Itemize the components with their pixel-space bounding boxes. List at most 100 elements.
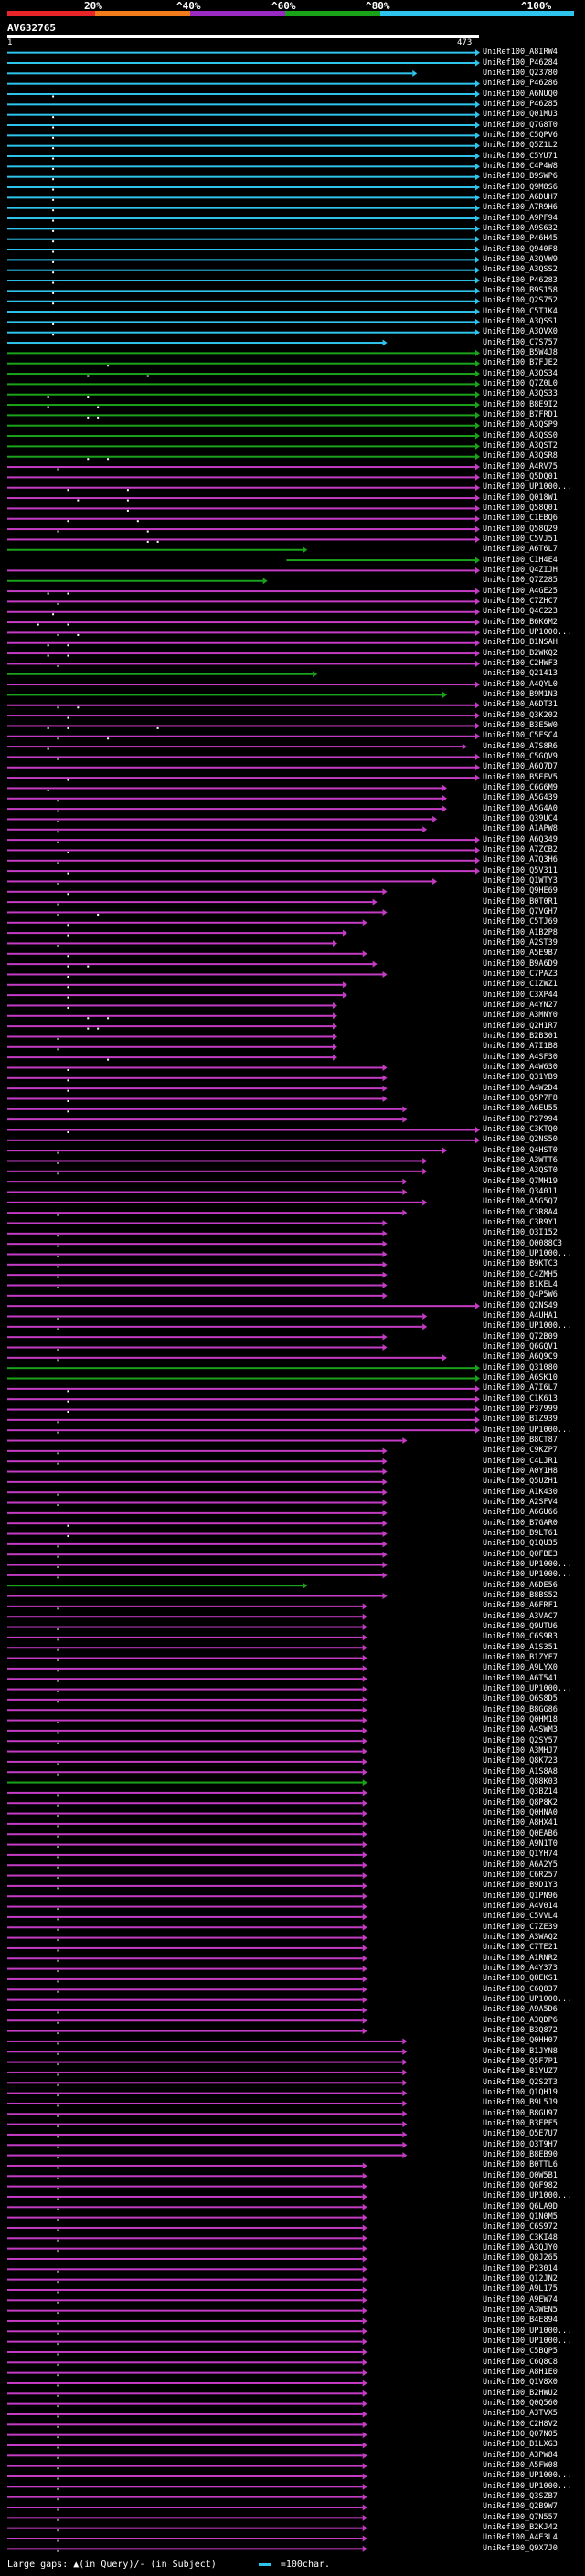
hit-bar[interactable] bbox=[7, 2040, 403, 2042]
hit-bar[interactable] bbox=[7, 1491, 383, 1494]
hit-alignment[interactable] bbox=[7, 1966, 367, 1973]
hit-bar[interactable] bbox=[7, 1284, 383, 1287]
hit-bar[interactable] bbox=[7, 1781, 363, 1784]
hit-bar[interactable] bbox=[7, 1542, 383, 1545]
hit-bar[interactable] bbox=[7, 766, 475, 769]
hit-alignment[interactable] bbox=[7, 1137, 480, 1144]
hit-alignment[interactable] bbox=[7, 453, 480, 461]
hit-bar[interactable] bbox=[7, 186, 475, 189]
hit-label-link[interactable]: UniRef100_C1EBQ6 bbox=[483, 514, 558, 524]
hit-alignment[interactable] bbox=[7, 1178, 408, 1185]
hit-label-link[interactable]: UniRef100_C1H4E4 bbox=[483, 555, 558, 565]
hit-alignment[interactable] bbox=[7, 1997, 367, 2004]
hit-bar[interactable] bbox=[7, 2350, 363, 2353]
hit-alignment[interactable] bbox=[7, 515, 480, 523]
hit-label-link[interactable]: UniRef100_P46286 bbox=[483, 79, 558, 89]
hit-bar[interactable] bbox=[7, 2412, 363, 2415]
hit-label-link[interactable]: UniRef100_A7S8R6 bbox=[483, 741, 558, 751]
hit-alignment[interactable] bbox=[7, 2411, 367, 2418]
hit-label-link[interactable]: UniRef100_Q1PN96 bbox=[483, 1891, 558, 1901]
hit-alignment[interactable] bbox=[7, 1406, 480, 1414]
hit-label-link[interactable]: UniRef100_A3QSS0 bbox=[483, 430, 558, 440]
hit-bar[interactable] bbox=[7, 51, 475, 54]
hit-label-link[interactable]: UniRef100_B3E5W0 bbox=[483, 720, 558, 730]
hit-alignment[interactable] bbox=[7, 2432, 367, 2439]
hit-alignment[interactable] bbox=[7, 504, 480, 512]
hit-alignment[interactable] bbox=[7, 1976, 367, 1983]
hit-bar[interactable] bbox=[7, 1946, 363, 1949]
hit-bar[interactable] bbox=[7, 424, 475, 427]
hit-label-link[interactable]: UniRef100_A1S8A8 bbox=[483, 1766, 558, 1776]
hit-alignment[interactable] bbox=[7, 2255, 367, 2263]
hit-label-link[interactable]: UniRef100_Q1YH74 bbox=[483, 1850, 558, 1860]
hit-label-link[interactable]: UniRef100_B6K6M2 bbox=[483, 617, 558, 627]
hit-bar[interactable] bbox=[7, 1263, 383, 1266]
hit-bar[interactable] bbox=[7, 725, 475, 727]
hit-bar[interactable] bbox=[7, 62, 475, 65]
hit-alignment[interactable] bbox=[7, 1199, 428, 1206]
hit-alignment[interactable] bbox=[7, 960, 378, 968]
hit-alignment[interactable] bbox=[7, 2245, 367, 2253]
hit-bar[interactable] bbox=[7, 507, 475, 510]
hit-label-link[interactable]: UniRef100_Q5V311 bbox=[483, 865, 558, 875]
hit-label-link[interactable]: UniRef100_UP1000... bbox=[483, 1425, 572, 1435]
hit-label-link[interactable]: UniRef100_B1LXG3 bbox=[483, 2440, 558, 2450]
hit-label-link[interactable]: UniRef100_B2HWU2 bbox=[483, 2388, 558, 2398]
hit-bar[interactable] bbox=[7, 777, 475, 779]
hit-bar[interactable] bbox=[7, 735, 475, 737]
hit-bar[interactable] bbox=[7, 207, 475, 209]
hit-label-link[interactable]: UniRef100_Q1V8X0 bbox=[483, 2378, 558, 2388]
hit-alignment[interactable] bbox=[7, 308, 480, 315]
hit-bar[interactable] bbox=[7, 1812, 363, 1815]
hit-label-link[interactable]: UniRef100_B9LT61 bbox=[483, 1529, 558, 1539]
hit-label-link[interactable]: UniRef100_A6FRF1 bbox=[483, 1601, 558, 1611]
hit-bar[interactable] bbox=[7, 932, 343, 935]
hit-alignment[interactable] bbox=[7, 1044, 337, 1051]
hit-label-link[interactable]: UniRef100_Q018W1 bbox=[483, 493, 558, 503]
hit-alignment[interactable] bbox=[7, 1188, 408, 1195]
hit-bar[interactable] bbox=[7, 973, 383, 976]
hit-alignment[interactable] bbox=[7, 122, 480, 129]
hit-bar[interactable] bbox=[7, 393, 475, 396]
hit-label-link[interactable]: UniRef100_A3VAC7 bbox=[483, 1611, 558, 1621]
hit-label-link[interactable]: UniRef100_B2KJ42 bbox=[483, 2523, 558, 2533]
hit-alignment[interactable] bbox=[7, 2380, 367, 2387]
hit-label-link[interactable]: UniRef100_B1NSAH bbox=[483, 638, 558, 648]
hit-bar[interactable] bbox=[7, 610, 475, 613]
hit-alignment[interactable] bbox=[7, 1230, 388, 1237]
hit-bar[interactable] bbox=[7, 528, 475, 531]
hit-alignment[interactable] bbox=[7, 2090, 408, 2097]
hit-alignment[interactable] bbox=[7, 1075, 388, 1082]
hit-bar[interactable] bbox=[7, 455, 475, 458]
hit-label-link[interactable]: UniRef100_A3QST0 bbox=[483, 1166, 558, 1176]
hit-alignment[interactable] bbox=[7, 836, 480, 843]
hit-alignment[interactable] bbox=[7, 1727, 367, 1734]
hit-bar[interactable] bbox=[7, 1108, 403, 1110]
hit-label-link[interactable]: UniRef100_Q01MU3 bbox=[483, 110, 558, 120]
hit-label-link[interactable]: UniRef100_A6Q9C9 bbox=[483, 1352, 558, 1362]
hit-label-link[interactable]: UniRef100_P23014 bbox=[483, 2263, 558, 2274]
hit-alignment[interactable] bbox=[7, 2359, 367, 2366]
hit-label-link[interactable]: UniRef100_C4ZMH5 bbox=[483, 1269, 558, 1279]
hit-label-link[interactable]: UniRef100_A9S632 bbox=[483, 223, 558, 233]
hit-bar[interactable] bbox=[7, 1616, 363, 1618]
hit-alignment[interactable] bbox=[7, 2504, 367, 2511]
hit-bar[interactable] bbox=[7, 2009, 363, 2011]
hit-bar[interactable] bbox=[7, 2299, 363, 2302]
hit-label-link[interactable]: UniRef100_C6R257 bbox=[483, 1871, 558, 1881]
hit-alignment[interactable] bbox=[7, 1924, 367, 1931]
hit-bar[interactable] bbox=[7, 2278, 363, 2281]
hit-alignment[interactable] bbox=[7, 49, 480, 57]
hit-bar[interactable] bbox=[7, 1170, 423, 1172]
hit-bar[interactable] bbox=[7, 280, 475, 282]
hit-alignment[interactable] bbox=[7, 2473, 367, 2480]
hit-alignment[interactable] bbox=[7, 2401, 367, 2408]
hit-bar[interactable] bbox=[7, 1585, 303, 1587]
hit-bar[interactable] bbox=[7, 1926, 363, 1929]
hit-bar[interactable] bbox=[7, 1150, 442, 1152]
hit-bar[interactable] bbox=[7, 1626, 363, 1628]
hit-label-link[interactable]: UniRef100_A1B2P8 bbox=[483, 928, 558, 938]
hit-label-link[interactable]: UniRef100_A7I1B8 bbox=[483, 1042, 558, 1052]
hit-label-link[interactable]: UniRef100_C1K613 bbox=[483, 1394, 558, 1404]
hit-bar[interactable] bbox=[7, 2486, 363, 2488]
